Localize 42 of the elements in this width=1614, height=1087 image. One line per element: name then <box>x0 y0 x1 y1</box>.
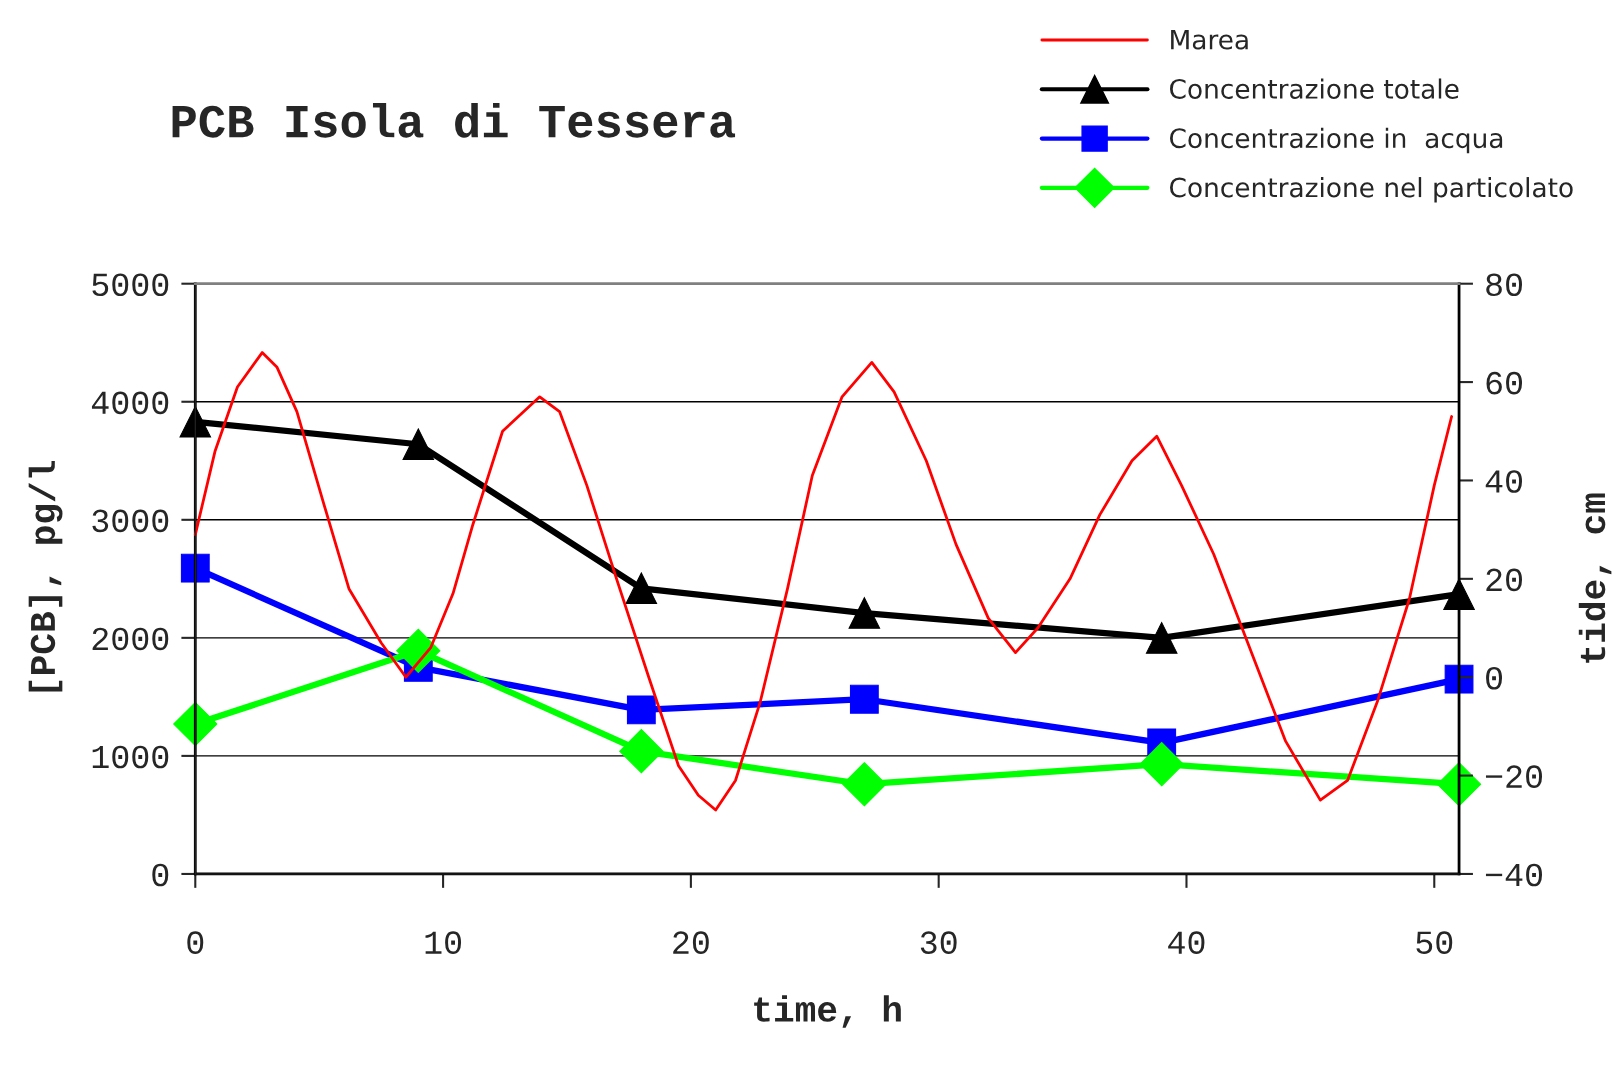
x-tick-label: 10 <box>425 931 462 954</box>
point <box>1436 762 1482 807</box>
point <box>1443 578 1475 610</box>
y-tick-label: 1000 <box>92 745 169 769</box>
y2-tick-label: 60 <box>1486 371 1523 395</box>
y2-tick-label: 20 <box>1486 568 1523 592</box>
point <box>396 628 441 673</box>
legend-label: Concentrazione nel particolato <box>1170 177 1573 203</box>
y-tick-label: 2000 <box>92 627 169 651</box>
point <box>180 553 210 583</box>
point <box>402 428 435 461</box>
point <box>1444 664 1474 694</box>
legend-label: Concentrazione totale <box>1170 78 1459 99</box>
y-tick-label: 3000 <box>92 509 169 533</box>
y2-tick-label: 40 <box>1485 470 1523 493</box>
y2-tick-label: −20 <box>1485 765 1543 788</box>
legend-label: Concentrazione in acqua <box>1170 127 1503 154</box>
point <box>848 597 881 629</box>
line-series <box>193 351 1454 812</box>
point <box>619 729 664 774</box>
y-tick-label: 5000 <box>92 273 169 297</box>
x-tick-label: 40 <box>1168 931 1205 954</box>
point <box>1145 622 1178 654</box>
y-tick-label: 0 <box>152 863 169 887</box>
point <box>625 572 658 605</box>
x-tick-label: 50 <box>1416 931 1453 954</box>
y2-tick-label: 80 <box>1486 273 1523 297</box>
x-axis-title: time, h <box>754 995 901 1028</box>
point <box>1139 742 1184 787</box>
x-tick-label: 20 <box>673 931 709 954</box>
y-axis-title: [PCB], pg/l <box>28 461 63 692</box>
x-tick-label: 0 <box>187 931 204 954</box>
y2-axis-title: tide, cm <box>1578 493 1612 663</box>
y2-tick-label: 0 <box>1486 666 1503 690</box>
point <box>842 762 887 807</box>
legend-label: Marea <box>1171 30 1248 50</box>
chart-title: PCB Isola di Tessera <box>172 103 736 138</box>
y2-tick-label: −40 <box>1485 863 1543 887</box>
point <box>626 695 656 725</box>
x-tick-label: 30 <box>920 931 957 954</box>
point <box>849 684 879 714</box>
y-tick-label: 4000 <box>91 391 169 415</box>
